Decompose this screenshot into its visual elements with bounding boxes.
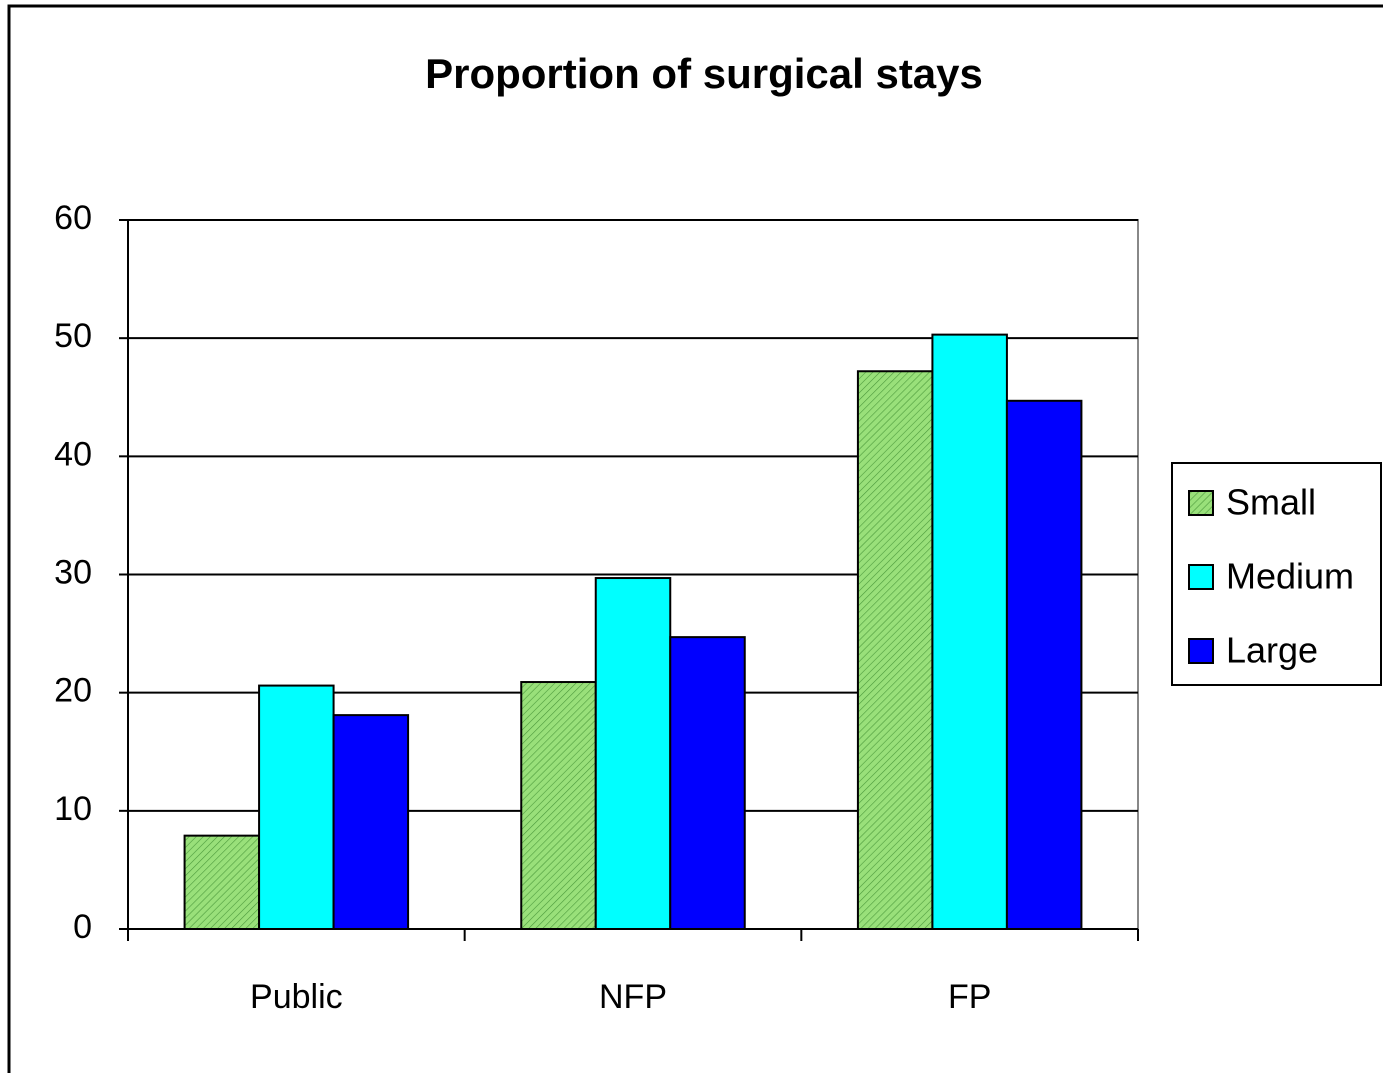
bar (183, 834, 261, 930)
chart-title: Proportion of surgical stays (425, 50, 983, 97)
bar (669, 636, 746, 931)
legend-label: Small (1226, 482, 1316, 523)
bar (520, 681, 597, 931)
bar (258, 684, 335, 930)
y-tick-label: 20 (54, 672, 92, 710)
y-tick-label: 50 (54, 317, 92, 355)
x-tick-label: FP (948, 978, 991, 1016)
legend-swatch (1188, 638, 1214, 664)
bar (594, 577, 672, 930)
legend-label: Large (1226, 630, 1318, 671)
legend-label: Medium (1226, 556, 1354, 597)
bar (856, 370, 934, 930)
x-tick-label: Public (250, 978, 343, 1016)
x-tick-label: NFP (599, 978, 667, 1016)
y-tick-label: 30 (54, 553, 92, 591)
bar (931, 333, 1008, 931)
y-tick-label: 40 (54, 435, 92, 473)
bar (332, 714, 410, 931)
bar (1005, 399, 1083, 931)
legend-swatch (1188, 564, 1214, 590)
y-tick-label: 60 (54, 199, 92, 237)
y-tick-label: 0 (73, 908, 92, 946)
legend-swatch (1188, 490, 1214, 516)
y-tick-label: 10 (54, 790, 92, 828)
